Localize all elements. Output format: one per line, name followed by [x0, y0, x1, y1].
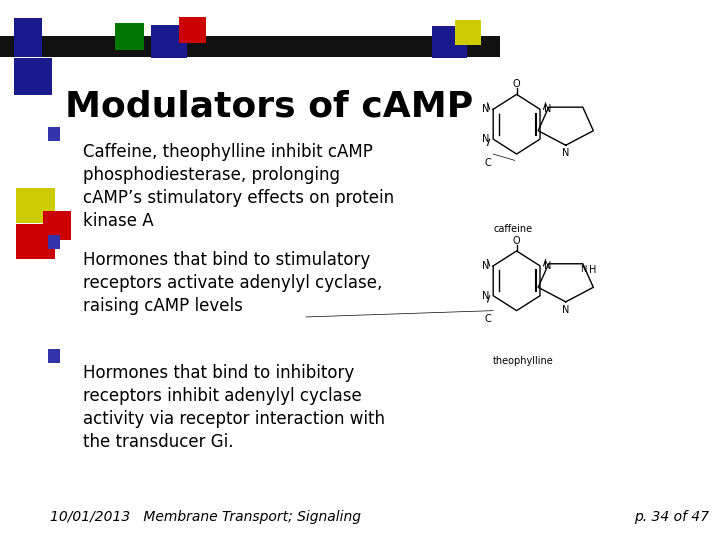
Bar — [43, 211, 71, 240]
Bar — [0, 36, 500, 57]
Bar — [48, 349, 60, 363]
Text: N: N — [544, 104, 551, 114]
Text: 10/01/2013   Membrane Transport; Signaling: 10/01/2013 Membrane Transport; Signaling — [50, 510, 361, 524]
Text: N: N — [482, 134, 490, 144]
Bar — [16, 224, 55, 259]
Bar — [151, 25, 187, 58]
Text: Hormones that bind to stimulatory
receptors activate adenylyl cyclase,
raising c: Hormones that bind to stimulatory recept… — [83, 251, 382, 315]
Text: O: O — [513, 79, 521, 89]
Text: N: N — [482, 261, 490, 271]
Text: theophylline: theophylline — [493, 356, 554, 367]
Text: p. 34 of 47: p. 34 of 47 — [634, 510, 708, 524]
Text: H: H — [589, 265, 596, 275]
Bar — [14, 18, 42, 57]
Text: O: O — [513, 235, 521, 246]
Bar — [14, 58, 52, 94]
Bar — [16, 188, 55, 223]
Bar — [48, 235, 60, 249]
Text: N: N — [482, 291, 490, 301]
Text: N: N — [562, 305, 570, 315]
Bar — [432, 26, 467, 58]
Text: N: N — [562, 148, 570, 158]
Text: caffeine: caffeine — [493, 224, 532, 234]
Bar — [455, 20, 481, 45]
Text: Caffeine, theophylline inhibit cAMP
phosphodiesterase, prolonging
cAMP’s stimula: Caffeine, theophylline inhibit cAMP phos… — [83, 143, 394, 230]
Text: Hormones that bind to inhibitory
receptors inhibit adenylyl cyclase
activity via: Hormones that bind to inhibitory recepto… — [83, 364, 384, 451]
Text: C: C — [484, 314, 491, 324]
Bar — [115, 23, 144, 50]
Text: C: C — [484, 158, 491, 167]
Text: N: N — [544, 261, 551, 271]
Text: N: N — [482, 104, 490, 114]
Bar — [179, 17, 206, 43]
Text: Modulators of cAMP: Modulators of cAMP — [65, 89, 473, 123]
Bar — [48, 127, 60, 141]
Text: N: N — [580, 265, 586, 274]
